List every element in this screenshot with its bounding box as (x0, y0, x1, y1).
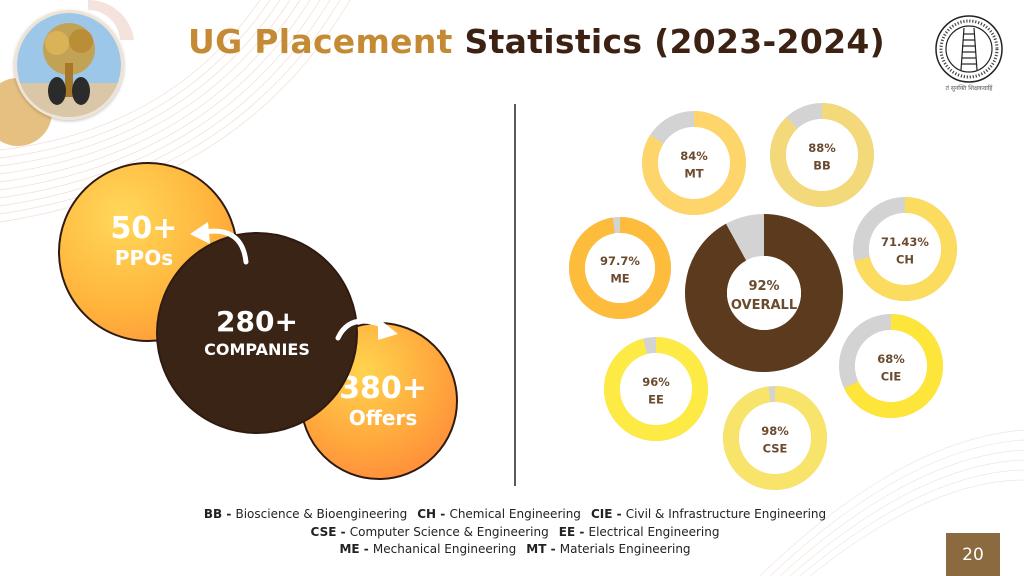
legend-abbr: CIE - (590, 507, 626, 521)
donut-ch: 71.43% CH (853, 197, 957, 301)
page-title: UG Placement Statistics (2023-2024) (188, 22, 885, 61)
legend-name: Bioscience & Bioengineering (235, 507, 408, 521)
legend-name: Materials Engineering (559, 542, 691, 556)
donut-value-bb: 88% (808, 141, 836, 155)
donut-category-mt: MT (684, 167, 703, 181)
legend-name: Chemical Engineering (449, 507, 581, 521)
legend-abbr: BB - (203, 507, 236, 521)
donut-value-me: 97.7% (600, 254, 640, 268)
donut-slice-ch (854, 197, 957, 301)
legend-row: CSE - Computer Science & Engineering EE -… (120, 524, 910, 542)
offers-label: Offers (348, 406, 418, 430)
donut-category-cie: CIE (881, 370, 902, 384)
donut-ee: 96% EE (604, 337, 708, 441)
legend-name: Electrical Engineering (588, 524, 720, 539)
donut-slice-overall (685, 214, 843, 372)
donut-value-cie: 68% (877, 352, 905, 366)
companies-label: COMPANIES (204, 340, 310, 359)
legend-item-cie: CIE - Civil & Infrastructure Engineering (591, 507, 826, 521)
vertical-divider (514, 104, 516, 486)
donut-bb: 88% BB (770, 103, 874, 207)
donut-category-overall: OVERALL (731, 298, 797, 313)
donut-value-mt: 84% (680, 149, 708, 163)
donut-category-ee: EE (648, 393, 664, 407)
donut-value-ch: 71.43% (881, 235, 929, 249)
ppo-label: PPOs (114, 246, 174, 270)
legend-name: Civil & Infrastructure Engineering (625, 507, 827, 521)
donut-cie: 68% CIE (839, 314, 943, 418)
donut-cse: 98% CSE (723, 386, 828, 490)
legend-abbr: ME - (339, 542, 373, 556)
donut-category-bb: BB (813, 159, 831, 173)
donut-value-overall: 92% (748, 279, 779, 294)
legend-row: BB - Bioscience & Bioengineering CH - Che… (120, 506, 910, 524)
legend-item-ee: EE - Electrical Engineering (559, 525, 720, 539)
legend-item-cse: CSE - Computer Science & Engineering (311, 525, 549, 539)
donut-mt: 84% MT (642, 111, 746, 215)
companies-bubble: 280+ COMPANIES (156, 232, 358, 434)
donut-category-ch: CH (896, 253, 914, 267)
title-part-1: UG Placement (188, 22, 453, 61)
page-number: 20 (946, 533, 1000, 576)
donut-slice-bb (770, 103, 874, 207)
logo-caption: तं सुनक्ति शिक्षकवाहिं (945, 85, 993, 92)
donut-slice-mt (642, 111, 746, 215)
title-part-2: Statistics (2023-2024) (464, 22, 885, 61)
legend-abbr: EE - (558, 524, 589, 539)
companies-count: 280+ (216, 305, 298, 338)
legend-name: Mechanical Engineering (372, 542, 517, 556)
donut-overall: 92% OVERALL (685, 214, 843, 372)
legend-name: Computer Science & Engineering (349, 524, 549, 539)
ppo-count: 50+ (110, 211, 178, 246)
offers-count: 380+ (339, 371, 427, 406)
legend-row: ME - Mechanical Engineering MT - Material… (120, 541, 910, 559)
legend-item-mt: MT - Materials Engineering (526, 542, 690, 556)
legend-abbr: MT - (526, 542, 560, 556)
donut-category-me: ME (610, 272, 629, 286)
legend-item-bb: BB - Bioscience & Bioengineering (204, 507, 407, 521)
campus-sculpture-photo (14, 10, 124, 120)
donut-slice-me (569, 217, 671, 319)
donut-value-ee: 96% (642, 375, 670, 389)
donut-slice-cie (843, 314, 943, 418)
legend-item-me: ME - Mechanical Engineering (339, 542, 516, 556)
legend-item-ch: CH - Chemical Engineering (417, 507, 581, 521)
legend-abbr: CSE - (310, 524, 350, 539)
branch-legend: BB - Bioscience & Bioengineering CH - Che… (120, 506, 910, 559)
donut-slice-cse (723, 386, 828, 490)
legend-abbr: CH - (417, 507, 450, 521)
donut-me: 97.7% ME (569, 217, 671, 319)
donut-category-cse: CSE (763, 442, 788, 456)
institute-logo (935, 15, 1003, 83)
donut-slice-ee (604, 337, 708, 441)
donut-value-cse: 98% (761, 424, 789, 438)
